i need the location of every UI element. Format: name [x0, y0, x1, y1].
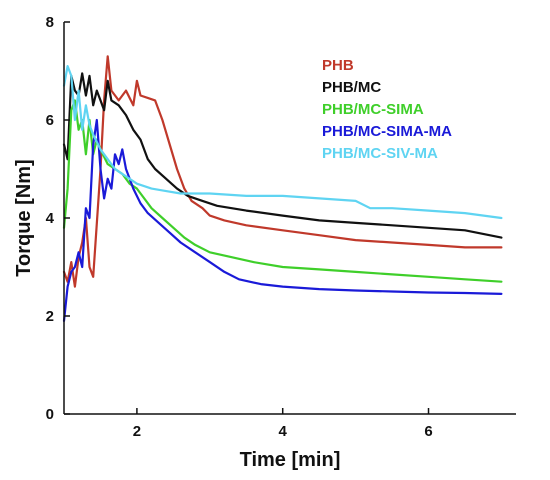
- series-line-phb-mc-siv-ma: [62, 65, 503, 220]
- x-tick-label: 6: [424, 423, 432, 440]
- y-tick-label: 6: [46, 112, 54, 129]
- y-tick-label: 0: [46, 406, 54, 423]
- y-ticks: 0 2 4 6 8: [46, 14, 70, 423]
- series-line-phb-mc: [62, 72, 503, 239]
- x-axis-title: Time [min]: [240, 449, 341, 471]
- legend-entry: PHB/MC-SIV-MA: [322, 145, 438, 162]
- x-tick-label: 2: [133, 423, 141, 440]
- legend: PHB PHB/MC PHB/MC-SIMA PHB/MC-SIMA-MA PHB/MC…: [322, 57, 452, 162]
- y-tick-label: 8: [46, 14, 54, 31]
- y-tick-label: 4: [46, 210, 55, 227]
- legend-entry: PHB/MC: [322, 79, 381, 96]
- y-tick-label: 2: [46, 308, 54, 325]
- legend-entry: PHB/MC-SIMA-MA: [322, 123, 452, 140]
- x-tick-label: 4: [279, 423, 288, 440]
- series-group: [62, 55, 503, 322]
- plot-area: [62, 55, 503, 322]
- x-ticks: 2 4 6: [133, 408, 433, 440]
- series-line-phb: [62, 55, 503, 288]
- y-axis-title: Torque [Nm]: [13, 159, 35, 276]
- legend-entry: PHB: [322, 57, 354, 74]
- legend-entry: PHB/MC-SIMA: [322, 101, 424, 118]
